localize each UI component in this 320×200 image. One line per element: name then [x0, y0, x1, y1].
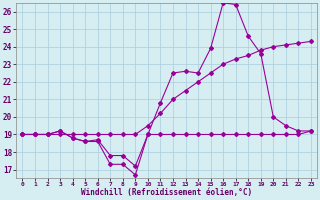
- X-axis label: Windchill (Refroidissement éolien,°C): Windchill (Refroidissement éolien,°C): [81, 188, 252, 197]
